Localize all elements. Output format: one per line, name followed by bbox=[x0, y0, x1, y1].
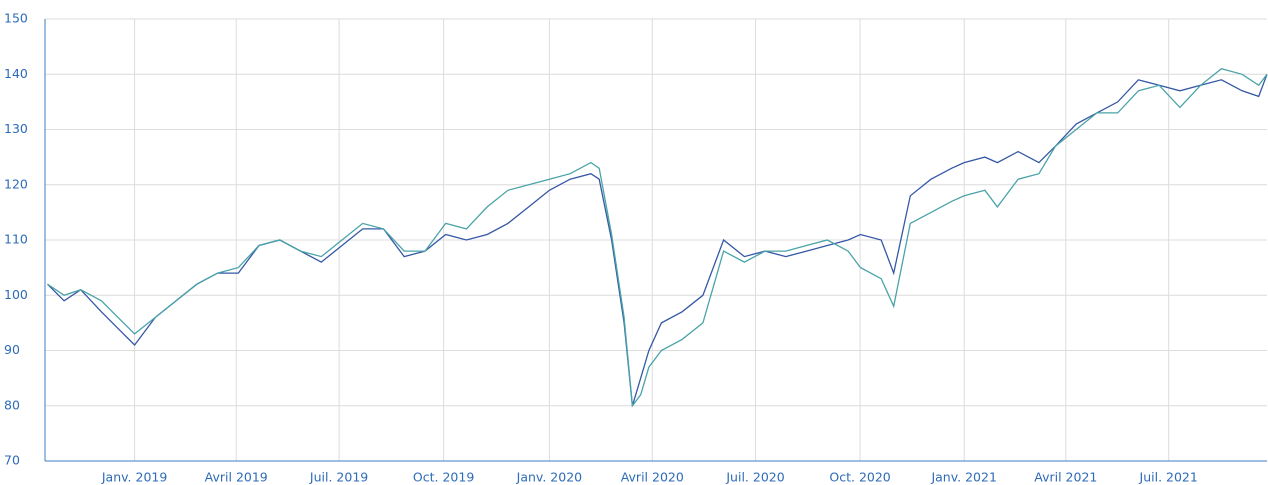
y-tick-label: 110 bbox=[4, 232, 28, 247]
x-tick-label: Juil. 2021 bbox=[1139, 470, 1198, 485]
y-tick-label: 140 bbox=[4, 66, 28, 81]
x-tick-label: Janv. 2021 bbox=[930, 470, 996, 485]
x-tick-label: Janv. 2019 bbox=[101, 470, 168, 485]
y-tick-label: 150 bbox=[4, 11, 28, 26]
x-tick-label: Juil. 2020 bbox=[725, 470, 784, 485]
y-tick-label: 70 bbox=[4, 453, 20, 468]
y-tick-label: 130 bbox=[4, 121, 28, 136]
x-tick-label: Oct. 2020 bbox=[829, 470, 890, 485]
y-tick-label: 120 bbox=[4, 176, 28, 191]
x-tick-label: Avril 2020 bbox=[621, 470, 684, 485]
x-tick-label: Juil. 2019 bbox=[309, 470, 368, 485]
x-tick-label: Avril 2019 bbox=[205, 470, 268, 485]
line-series bbox=[47, 67, 1268, 408]
y-tick-label: 100 bbox=[4, 287, 28, 302]
y-tick-label: 90 bbox=[4, 342, 20, 357]
x-tick-label: Oct. 2019 bbox=[413, 470, 474, 485]
y-tick-label: 80 bbox=[4, 397, 20, 412]
x-tick-label: Janv. 2020 bbox=[516, 470, 583, 485]
x-tick-label: Avril 2021 bbox=[1034, 470, 1097, 485]
